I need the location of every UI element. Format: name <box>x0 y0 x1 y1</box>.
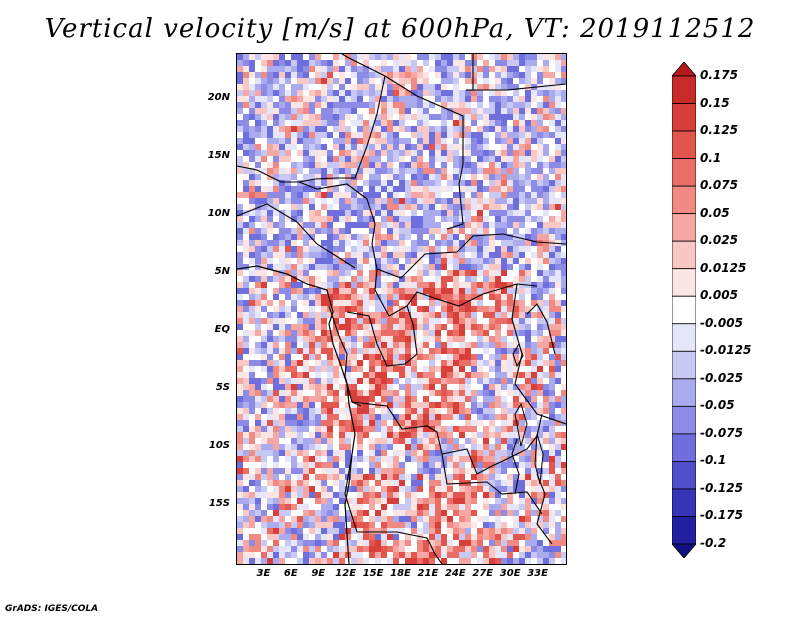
lon-tick-label: 24E <box>444 568 466 579</box>
lon-tick-label: 27E <box>472 568 494 579</box>
lat-tick-label: 5S <box>215 382 230 394</box>
lat-tick-label: 15N <box>207 150 230 162</box>
colorbar-segment <box>672 295 696 325</box>
border-line <box>351 401 478 475</box>
colorbar-segment <box>672 240 696 270</box>
colorbar-label: -0.125 <box>700 480 743 495</box>
border-line <box>237 203 356 269</box>
field-cells <box>237 54 566 564</box>
border-line <box>526 303 556 355</box>
border-line <box>476 413 543 475</box>
border-line <box>237 165 376 225</box>
colorbar-segment <box>672 158 696 187</box>
colorbar-segment <box>672 378 696 407</box>
colorbar-label: 0.0125 <box>700 260 747 275</box>
colorbar-segment <box>672 75 696 104</box>
border-line <box>357 531 443 564</box>
colorbar-label: -0.1 <box>700 453 727 468</box>
border-line <box>511 438 520 495</box>
border-line <box>341 54 464 230</box>
lat-tick-label: 10S <box>208 440 230 452</box>
coastline <box>237 265 356 564</box>
colorbar-label: 0.075 <box>700 178 738 193</box>
border-line <box>374 268 538 317</box>
lon-tick-label: 21E <box>417 568 439 579</box>
colorbar-label: 0.005 <box>700 288 738 303</box>
colorbar-label: -0.175 <box>700 508 743 523</box>
colorbar-segment <box>672 268 696 297</box>
grads-credit: GrADS: IGES/COLA <box>5 604 99 614</box>
colorbar-segment <box>672 433 696 462</box>
colorbar-segment <box>672 185 696 215</box>
lon-tick-label: 3E <box>256 568 271 579</box>
lat-tick-label: 20N <box>207 92 230 104</box>
colorbar-label: 0.15 <box>700 95 730 110</box>
colorbar-top-arrow <box>672 62 696 77</box>
border-line <box>472 54 566 91</box>
colorbar-segment <box>672 461 696 490</box>
velocity-field <box>237 54 566 564</box>
colorbar-segment <box>672 516 696 545</box>
colorbar-segment <box>672 405 696 435</box>
map-title: Vertical velocity [m/s] at 600hPa, VT: 2… <box>44 14 756 44</box>
colorbar-segment <box>672 350 696 380</box>
colorbar-segment <box>672 488 696 517</box>
lon-tick-label: 18E <box>390 568 411 579</box>
border-line <box>441 453 543 515</box>
lat-tick-label: 10N <box>207 208 230 220</box>
lat-tick-label: 15S <box>208 498 230 510</box>
colorbar-bottom-arrow <box>672 543 696 558</box>
colorbar-label: -0.075 <box>700 425 743 440</box>
colorbar-segment <box>672 323 696 352</box>
lon-tick-label: 12E <box>335 568 357 579</box>
border-line <box>371 223 566 279</box>
colorbar-label: -0.0125 <box>700 343 752 358</box>
colorbar-label: -0.005 <box>700 315 743 330</box>
border-line <box>298 75 386 183</box>
colorbar-label: 0.125 <box>700 123 738 138</box>
lon-tick-label: 6E <box>283 568 298 579</box>
velocity-map <box>236 53 567 565</box>
colorbar-label: 0.025 <box>700 233 738 248</box>
lakes <box>512 342 544 485</box>
lon-tick-label: 15E <box>362 568 384 579</box>
colorbar <box>672 62 696 558</box>
colorbar-segment <box>672 213 696 242</box>
lat-tick-label: 5N <box>214 266 230 278</box>
colorbar-label: -0.025 <box>700 370 743 385</box>
colorbar-label: -0.2 <box>700 536 727 550</box>
colorbar-label: 0.1 <box>700 150 722 165</box>
border-line <box>536 473 553 545</box>
country-borders <box>237 54 566 564</box>
colorbar-label: 0.05 <box>700 205 730 220</box>
lon-tick-label: 9E <box>311 568 326 579</box>
colorbar-segment <box>672 103 696 132</box>
colorbar-label: -0.05 <box>700 398 735 413</box>
colorbar-label: 0.175 <box>700 68 738 82</box>
lon-tick-label: 33E <box>527 568 548 579</box>
colorbar-segment <box>672 130 696 159</box>
border-line <box>346 305 418 367</box>
lon-tick-label: 30E <box>499 568 521 579</box>
border-line <box>344 453 358 533</box>
lat-tick-label: EQ <box>214 324 230 336</box>
